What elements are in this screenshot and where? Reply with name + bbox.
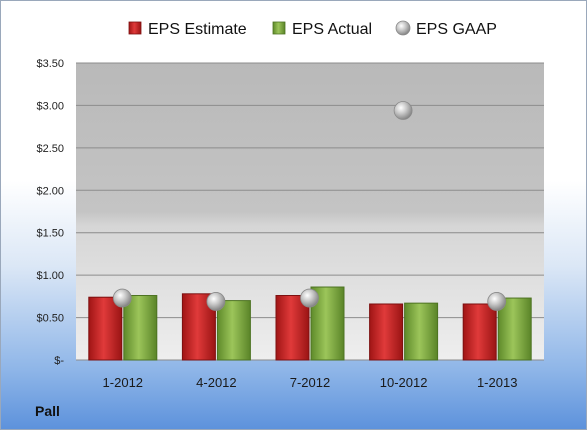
actual-bar bbox=[123, 295, 158, 361]
actual-bar bbox=[497, 297, 532, 361]
legend-label: EPS GAAP bbox=[416, 21, 497, 38]
y-axis-ticks: $- $0.50 $1.00 $1.50 $2.00 $2.50 $3.00 $3.50 bbox=[36, 58, 64, 367]
y-tick-label: $2.50 bbox=[36, 143, 64, 155]
gaap-points bbox=[112, 101, 507, 311]
x-tick-label: 1-2012 bbox=[103, 375, 143, 390]
x-tick-label: 1-2013 bbox=[477, 375, 517, 390]
legend: EPS Estimate EPS Actual EPS GAAP bbox=[128, 20, 497, 38]
y-tick-label: $3.00 bbox=[36, 100, 64, 112]
gaap-point bbox=[206, 292, 226, 311]
gaap-point bbox=[300, 288, 319, 308]
legend-swatch bbox=[395, 20, 411, 36]
legend-label: EPS Actual bbox=[292, 21, 372, 38]
gaap-point bbox=[112, 288, 132, 308]
y-tick-label: $3.50 bbox=[36, 58, 64, 70]
gaap-point bbox=[487, 292, 507, 311]
y-tick-label: $1.50 bbox=[36, 228, 64, 240]
x-tick-label: 10-2012 bbox=[380, 375, 428, 390]
x-axis-ticks: 1-2012 4-2012 7-2012 10-2012 1-2013 bbox=[103, 375, 518, 390]
estimate-bar bbox=[369, 303, 404, 361]
x-tick-label: 4-2012 bbox=[196, 375, 236, 390]
company-label: Pall bbox=[35, 403, 60, 419]
estimate-bar bbox=[462, 303, 497, 361]
y-tick-label: $1.00 bbox=[36, 270, 64, 282]
y-tick-label: $2.00 bbox=[36, 185, 64, 197]
y-tick-label: $0.50 bbox=[36, 313, 64, 325]
estimate-bar bbox=[88, 296, 123, 361]
legend-swatch bbox=[272, 21, 286, 35]
x-tick-label: 7-2012 bbox=[290, 375, 330, 390]
gaap-point bbox=[393, 101, 413, 120]
actual-bar bbox=[216, 300, 251, 361]
y-tick-label: $- bbox=[54, 355, 64, 367]
legend-swatch bbox=[128, 21, 142, 35]
bars bbox=[88, 286, 532, 361]
legend-label: EPS Estimate bbox=[148, 21, 247, 38]
actual-bar bbox=[404, 302, 439, 361]
estimate-bar bbox=[275, 295, 310, 361]
